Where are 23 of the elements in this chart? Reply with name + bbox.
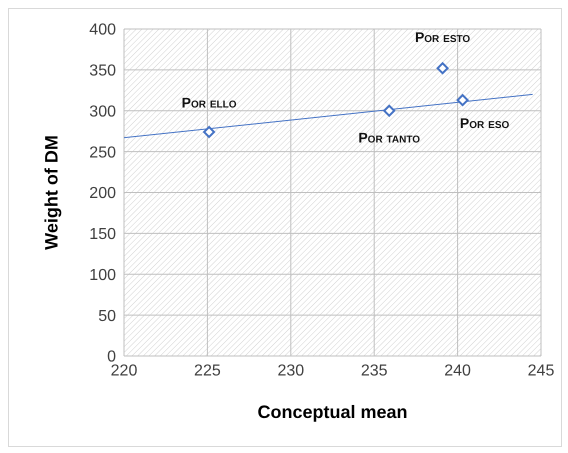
point	[436, 62, 449, 74]
x-axis-title: Conceptual mean	[257, 402, 408, 422]
y-tick-label: 50	[98, 308, 116, 325]
y-axis-title: Weight of DM	[41, 135, 62, 250]
point	[383, 104, 396, 117]
annotation: Por ello	[182, 94, 237, 111]
x-tick-label: 235	[360, 362, 388, 380]
x-tick-label: 240	[444, 362, 472, 380]
y-tick-label: 400	[89, 22, 116, 39]
y-tick-label: 250	[89, 144, 116, 162]
annotation: Por eso	[460, 114, 510, 131]
x-tick-label: 245	[528, 362, 554, 380]
point	[203, 126, 216, 138]
annotation: Por tanto	[358, 129, 420, 146]
x-tick-label: 230	[277, 362, 304, 380]
y-tick-label: 350	[89, 62, 116, 80]
x-tick-label: 225	[194, 362, 221, 380]
y-tick-label: 300	[89, 103, 116, 120]
y-tick-label: 100	[89, 266, 116, 284]
annotation: Por esto	[414, 28, 470, 45]
y-tick-label: 200	[89, 185, 116, 202]
y-tick-label: 150	[89, 226, 116, 244]
point	[456, 94, 469, 106]
